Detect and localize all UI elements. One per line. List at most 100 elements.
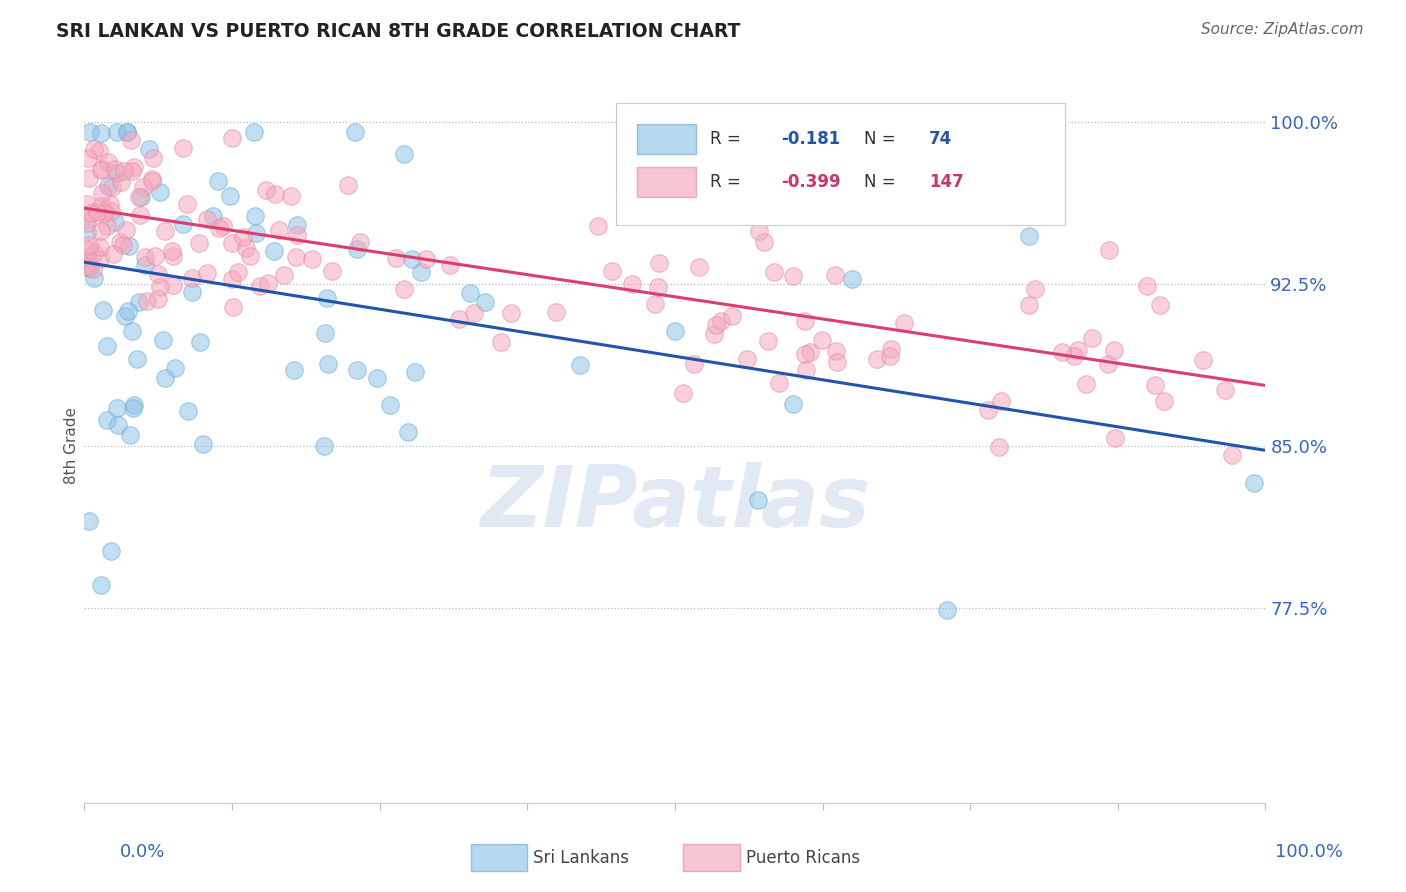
Point [180, 285, 202, 299]
Point [100, 203, 122, 218]
Point [763, 265, 786, 279]
Point [249, 278, 271, 293]
Point [172, 141, 194, 155]
Point [101, 179, 124, 194]
Point [110, 175, 132, 189]
Point [221, 235, 243, 250]
Point [756, 334, 779, 349]
Point [647, 280, 669, 294]
Point [235, 241, 257, 255]
Point [90, 163, 112, 178]
Point [314, 440, 336, 454]
Point [100, 544, 122, 558]
Point [263, 244, 285, 259]
Y-axis label: 8th Grade: 8th Grade [63, 408, 79, 484]
Point [267, 222, 290, 236]
Point [254, 182, 277, 196]
Point [264, 186, 287, 201]
Point [463, 305, 485, 319]
Point [1097, 244, 1119, 258]
Point [285, 250, 308, 264]
Point [793, 314, 815, 328]
Text: Sri Lankans: Sri Lankans [533, 849, 628, 867]
Point [91, 302, 114, 317]
Point [799, 345, 821, 359]
Point [177, 404, 200, 418]
Point [239, 248, 262, 262]
Point [346, 242, 368, 256]
Point [98, 196, 121, 211]
Point [879, 349, 901, 363]
Point [1104, 431, 1126, 445]
Point [226, 265, 249, 279]
Point [143, 249, 166, 263]
Point [188, 236, 211, 251]
Point [94, 203, 117, 218]
Point [378, 398, 401, 412]
Point [76, 197, 98, 211]
Point [620, 277, 643, 291]
Point [349, 235, 371, 250]
Point [195, 211, 218, 226]
Point [83, 142, 105, 156]
Point [664, 126, 686, 140]
Point [90, 161, 112, 176]
Point [76, 216, 98, 230]
Point [87, 144, 110, 158]
Point [1074, 376, 1097, 391]
Point [76, 260, 98, 274]
Point [79, 205, 101, 219]
Point [499, 306, 522, 320]
Point [128, 208, 150, 222]
Point [586, 219, 609, 233]
Point [149, 279, 172, 293]
Point [710, 314, 733, 328]
Point [285, 218, 308, 232]
Point [491, 334, 513, 349]
Point [165, 361, 187, 376]
Point [77, 514, 100, 528]
Point [447, 312, 470, 326]
Point [824, 343, 846, 358]
FancyBboxPatch shape [637, 167, 696, 197]
Point [1213, 383, 1236, 397]
FancyBboxPatch shape [637, 124, 696, 154]
Point [735, 352, 758, 367]
Point [122, 161, 145, 175]
Point [683, 357, 706, 371]
Text: 0.0%: 0.0% [120, 843, 165, 861]
Point [107, 417, 129, 432]
Point [96, 155, 118, 169]
Point [301, 252, 323, 267]
Point [90, 186, 112, 201]
Point [794, 347, 817, 361]
Point [208, 220, 231, 235]
Point [89, 252, 111, 267]
Point [90, 126, 112, 140]
Point [1136, 279, 1159, 293]
Point [153, 370, 176, 384]
Point [207, 174, 229, 188]
Point [752, 235, 775, 249]
Point [404, 365, 426, 379]
Text: -0.399: -0.399 [782, 173, 841, 191]
Point [195, 266, 218, 280]
Point [77, 171, 100, 186]
Point [704, 318, 727, 332]
Point [108, 235, 131, 250]
Point [132, 180, 155, 194]
Point [112, 163, 135, 178]
Point [1081, 331, 1104, 345]
Point [121, 324, 143, 338]
Point [747, 492, 769, 507]
Point [152, 334, 174, 348]
Point [880, 342, 903, 356]
Point [105, 401, 128, 415]
Text: 100.0%: 100.0% [1275, 843, 1343, 861]
Point [1153, 394, 1175, 409]
Point [366, 371, 388, 385]
Text: SRI LANKAN VS PUERTO RICAN 8TH GRADE CORRELATION CHART: SRI LANKAN VS PUERTO RICAN 8TH GRADE COR… [56, 22, 741, 41]
Point [825, 354, 848, 368]
Point [768, 376, 790, 390]
Point [136, 294, 159, 309]
